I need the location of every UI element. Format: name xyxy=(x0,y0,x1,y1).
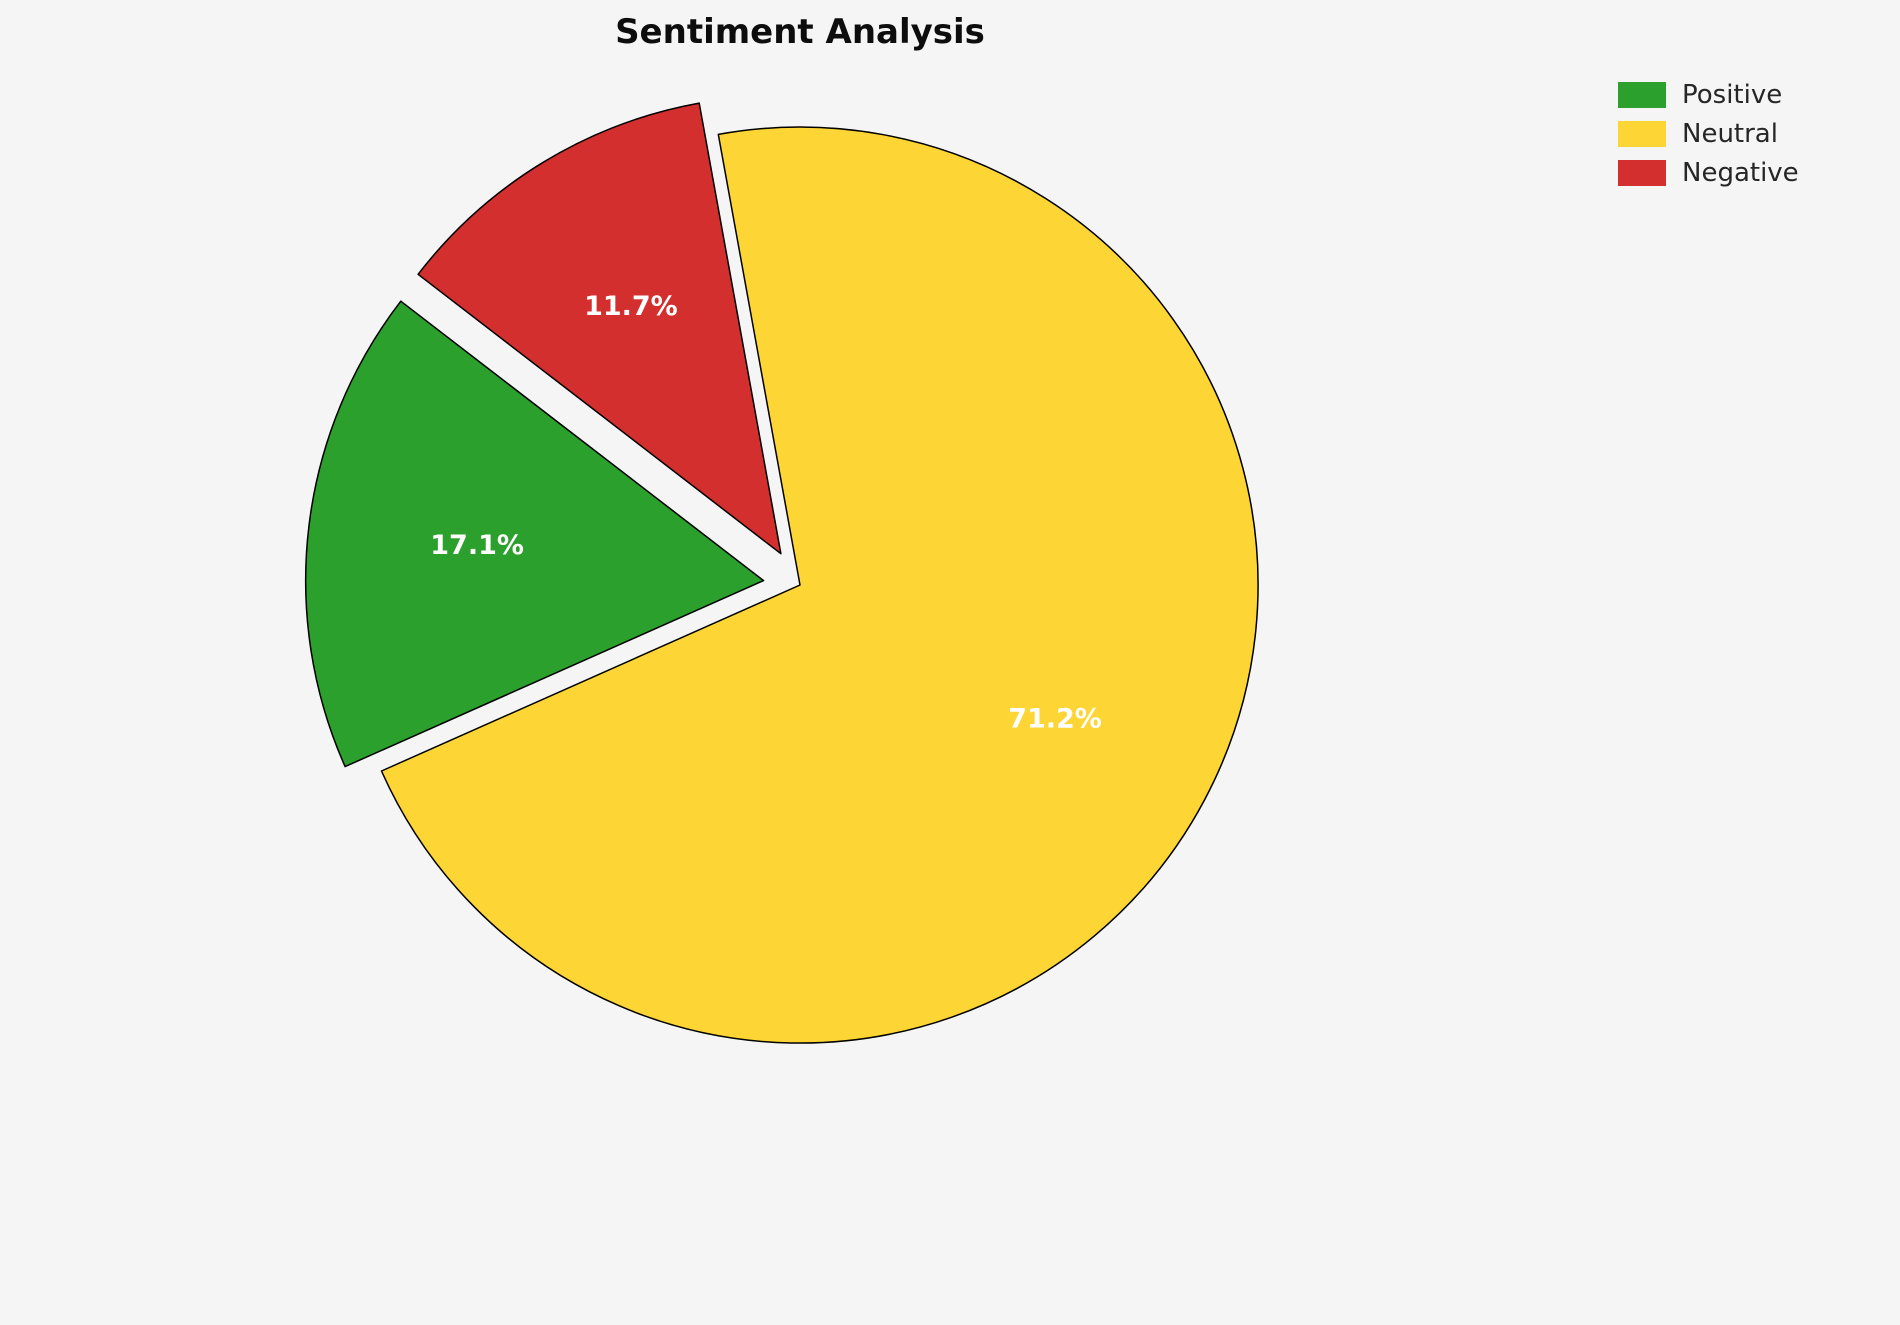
pie-slice-negative xyxy=(417,102,782,555)
pie-slice-positive xyxy=(304,300,765,768)
pie-percentage-label-positive: 17.1% xyxy=(430,530,524,561)
legend-swatch-positive xyxy=(1618,82,1666,108)
legend-item-positive: Positive xyxy=(1618,82,1799,108)
legend-swatch-neutral xyxy=(1618,121,1666,147)
legend-swatch-negative xyxy=(1618,160,1666,186)
legend-label-positive: Positive xyxy=(1682,80,1783,110)
legend: Positive Neutral Negative xyxy=(1618,82,1799,186)
pie-percentage-label-negative: 11.7% xyxy=(584,291,678,322)
pie-slice-neutral xyxy=(380,126,1259,1044)
legend-label-neutral: Neutral xyxy=(1682,119,1778,149)
legend-item-neutral: Neutral xyxy=(1618,121,1799,147)
legend-label-negative: Negative xyxy=(1682,158,1799,188)
chart-title: Sentiment Analysis xyxy=(615,12,985,52)
pie-percentage-label-neutral: 71.2% xyxy=(1008,703,1102,734)
legend-item-negative: Negative xyxy=(1618,160,1799,186)
